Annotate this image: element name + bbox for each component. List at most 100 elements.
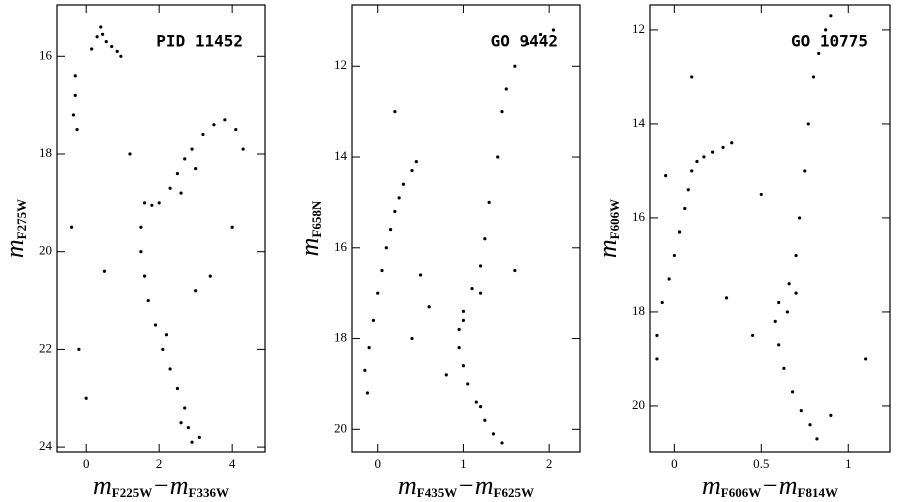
x-axis-label-part: −m	[761, 471, 797, 500]
point	[190, 147, 194, 151]
point	[212, 123, 216, 127]
y-tick-label: 20	[39, 243, 52, 258]
point	[785, 310, 789, 314]
point	[194, 167, 198, 171]
point	[655, 333, 659, 338]
point	[483, 418, 487, 422]
x-axis-label: mF606W−mF814W	[702, 471, 838, 500]
x-tick-label: 1	[460, 456, 467, 471]
point	[157, 201, 161, 205]
point	[179, 421, 183, 425]
point	[461, 318, 466, 322]
point	[773, 319, 777, 323]
point	[466, 382, 470, 386]
y-tick-label: 16	[334, 239, 348, 254]
point	[179, 191, 183, 195]
x-axis-label-part: m	[702, 471, 721, 500]
point	[461, 309, 466, 313]
x-axis-label-part: F606W	[721, 485, 761, 500]
point	[777, 343, 781, 347]
x-axis-label-part: F225W	[112, 485, 152, 500]
point	[526, 41, 530, 46]
plot-frame	[56, 4, 266, 453]
point	[393, 209, 397, 214]
point	[782, 366, 786, 370]
x-axis-label-part: −m	[457, 471, 493, 500]
point	[380, 268, 384, 273]
x-axis-label: mF225W−mF336W	[93, 471, 229, 500]
point	[90, 47, 94, 51]
point	[496, 155, 500, 159]
point	[461, 364, 466, 368]
x-axis-label-part: −m	[152, 471, 188, 500]
point	[168, 367, 172, 371]
point	[794, 253, 798, 258]
point	[99, 25, 103, 29]
y-axis-label-part: F658N	[309, 200, 324, 237]
point	[194, 289, 198, 293]
point	[393, 110, 397, 114]
point	[410, 336, 414, 341]
point	[414, 159, 418, 164]
y-tick-label: 18	[39, 145, 52, 160]
point	[690, 75, 694, 79]
point	[806, 122, 810, 126]
point	[759, 192, 763, 197]
point	[102, 269, 107, 273]
point	[101, 32, 105, 36]
point	[470, 287, 474, 291]
point	[146, 298, 150, 303]
point	[95, 35, 99, 39]
point	[110, 44, 114, 49]
point	[487, 200, 491, 205]
x-tick-label: 0	[374, 456, 381, 471]
x-axis-label: mF435W−mF625W	[398, 471, 534, 500]
point	[71, 113, 76, 117]
x-tick-label: 2	[546, 456, 553, 471]
point	[538, 32, 543, 37]
point	[724, 296, 729, 300]
point	[208, 274, 212, 278]
y-tick-label: 14	[334, 148, 348, 163]
point	[164, 333, 169, 337]
x-axis-label-part: F625W	[494, 485, 534, 500]
point	[695, 159, 699, 164]
point	[864, 357, 868, 361]
point	[478, 405, 483, 409]
point	[365, 391, 370, 395]
point	[84, 396, 88, 400]
point	[483, 237, 487, 241]
point	[829, 413, 833, 417]
y-tick-label: 18	[632, 303, 645, 318]
point	[829, 14, 833, 18]
point	[824, 28, 828, 32]
y-tick-label: 16	[39, 47, 53, 62]
point	[500, 441, 504, 445]
plot-frame	[351, 4, 581, 453]
point	[797, 216, 802, 220]
y-axis-label-part: F606W	[607, 199, 622, 239]
panel-label: GO 10775	[791, 32, 868, 51]
x-tick-label: 0	[671, 456, 678, 471]
x-tick-label: 1	[845, 456, 852, 471]
x-tick-label: 4	[229, 456, 236, 471]
point	[721, 145, 725, 150]
point	[799, 409, 803, 413]
point	[457, 346, 461, 350]
point	[142, 274, 147, 278]
point	[115, 49, 119, 54]
point	[808, 423, 812, 427]
point	[128, 152, 132, 156]
point	[478, 264, 483, 268]
point	[513, 64, 517, 68]
point	[186, 425, 190, 430]
y-tick-label: 16	[632, 209, 646, 224]
point	[384, 246, 388, 250]
y-tick-label: 18	[334, 330, 347, 345]
point	[817, 51, 821, 56]
point	[183, 406, 187, 410]
point	[197, 435, 201, 439]
